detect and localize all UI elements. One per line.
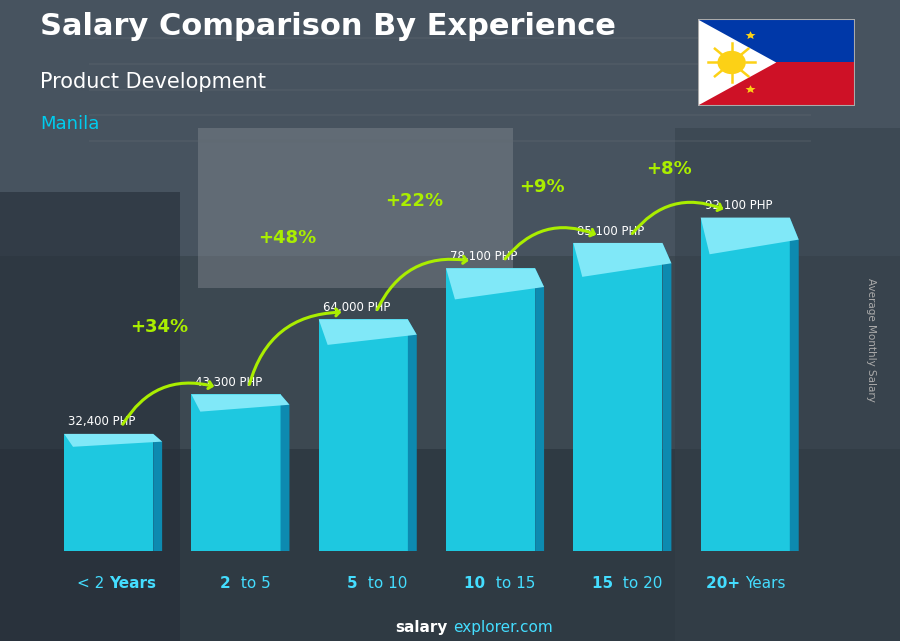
Text: Average Monthly Salary: Average Monthly Salary xyxy=(866,278,877,402)
Text: explorer.com: explorer.com xyxy=(453,620,553,635)
Bar xyxy=(0,449,900,641)
Bar xyxy=(319,319,408,551)
Text: to 15: to 15 xyxy=(491,576,535,591)
Bar xyxy=(698,62,855,106)
Bar xyxy=(701,217,790,551)
Polygon shape xyxy=(408,319,417,551)
Text: 5: 5 xyxy=(347,576,364,591)
Text: 43,300 PHP: 43,300 PHP xyxy=(195,376,263,389)
Polygon shape xyxy=(446,269,544,299)
Polygon shape xyxy=(281,394,290,551)
Text: +9%: +9% xyxy=(518,178,564,196)
Text: Years: Years xyxy=(109,576,156,591)
Polygon shape xyxy=(64,434,162,447)
Polygon shape xyxy=(153,434,162,551)
Text: Years: Years xyxy=(745,576,786,591)
Text: 85,100 PHP: 85,100 PHP xyxy=(577,224,644,238)
Bar xyxy=(446,269,536,551)
Bar xyxy=(192,394,281,551)
Bar xyxy=(698,19,855,62)
Text: 64,000 PHP: 64,000 PHP xyxy=(322,301,390,314)
Bar xyxy=(0,0,900,256)
Polygon shape xyxy=(790,217,798,551)
Text: to 20: to 20 xyxy=(618,576,662,591)
Bar xyxy=(64,434,153,551)
Text: 2: 2 xyxy=(220,576,236,591)
Bar xyxy=(198,128,513,288)
Text: +22%: +22% xyxy=(385,192,444,210)
Text: 92,100 PHP: 92,100 PHP xyxy=(705,199,772,212)
Circle shape xyxy=(717,51,746,74)
Text: to 10: to 10 xyxy=(364,576,408,591)
Text: Manila: Manila xyxy=(40,115,100,133)
Text: 20+: 20+ xyxy=(706,576,745,591)
Polygon shape xyxy=(745,31,755,39)
Polygon shape xyxy=(698,19,776,106)
Text: +48%: +48% xyxy=(257,229,316,247)
Polygon shape xyxy=(662,243,671,551)
Text: salary: salary xyxy=(395,620,447,635)
Polygon shape xyxy=(701,217,798,254)
Text: < 2: < 2 xyxy=(76,576,109,591)
Polygon shape xyxy=(573,243,671,277)
Bar xyxy=(675,128,900,641)
Text: Salary Comparison By Experience: Salary Comparison By Experience xyxy=(40,12,616,40)
Text: to 5: to 5 xyxy=(236,576,271,591)
Polygon shape xyxy=(688,58,698,66)
Text: +34%: +34% xyxy=(130,319,189,337)
Polygon shape xyxy=(536,269,544,551)
Polygon shape xyxy=(192,394,290,412)
Text: Product Development: Product Development xyxy=(40,72,266,92)
Text: 32,400 PHP: 32,400 PHP xyxy=(68,415,135,428)
Polygon shape xyxy=(319,319,417,345)
Polygon shape xyxy=(745,85,755,93)
Text: 15: 15 xyxy=(591,576,618,591)
Bar xyxy=(0,256,900,449)
Bar xyxy=(573,243,662,551)
Text: 78,100 PHP: 78,100 PHP xyxy=(450,250,518,263)
Bar xyxy=(0,192,180,641)
Text: +8%: +8% xyxy=(646,160,692,178)
Text: 10: 10 xyxy=(464,576,491,591)
